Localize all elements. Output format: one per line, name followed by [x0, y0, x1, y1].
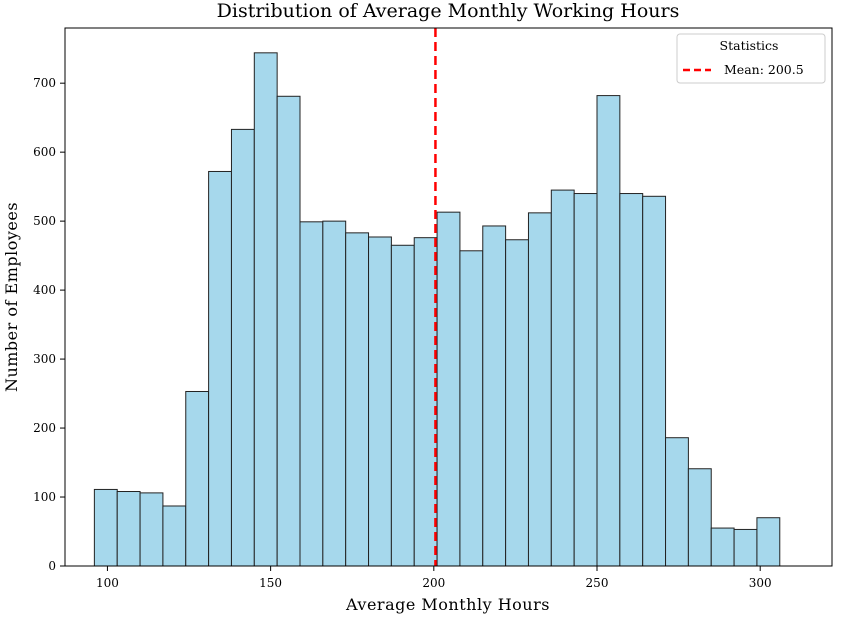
- y-tick-label: 300: [33, 352, 56, 366]
- histogram-bar: [413, 237, 438, 567]
- histogram-bar: [276, 95, 301, 567]
- y-tick-label: 200: [33, 421, 56, 435]
- histogram-bar: [436, 211, 461, 567]
- x-axis-ticks: 100 150 200 250 300: [96, 566, 772, 590]
- histogram-bar: [482, 225, 507, 567]
- y-tick-label: 0: [48, 559, 56, 573]
- histogram-bar: [390, 244, 415, 567]
- histogram-bar: [756, 517, 781, 567]
- histogram-bar: [573, 193, 598, 567]
- histogram-bar: [345, 232, 370, 567]
- histogram-bar: [550, 189, 575, 567]
- histogram-bar: [368, 236, 392, 567]
- y-tick-label: 100: [33, 490, 56, 504]
- x-axis-label: Average Monthly Hours: [345, 595, 550, 614]
- x-tick-label: 200: [422, 576, 445, 590]
- x-tick-label: 250: [586, 576, 609, 590]
- x-tick-label: 150: [259, 576, 282, 590]
- x-tick-label: 300: [749, 576, 772, 590]
- plot-frame: [64, 27, 833, 567]
- histogram-bar: [527, 212, 552, 567]
- histogram-bar: [619, 193, 644, 567]
- histogram-bar: [505, 239, 529, 567]
- histogram-bar: [208, 170, 232, 567]
- x-tick-label: 100: [96, 576, 119, 590]
- histogram-bar: [665, 437, 689, 567]
- histogram-bar: [642, 195, 667, 567]
- histogram-bars: [93, 52, 781, 567]
- y-axis-label: Number of Employees: [2, 202, 21, 392]
- y-tick-label: 600: [33, 145, 56, 159]
- legend-box: [676, 33, 826, 84]
- histogram-bar: [733, 528, 758, 567]
- histogram-bar: [185, 390, 210, 567]
- histogram-bar: [116, 491, 141, 567]
- histogram-bar: [93, 488, 118, 567]
- legend: Statistics Mean: 200.5: [676, 33, 826, 84]
- histogram-bar: [322, 220, 347, 567]
- histogram-bar: [253, 52, 278, 567]
- y-tick-label: 700: [33, 76, 56, 90]
- histogram-bar: [596, 95, 621, 567]
- histogram-bar: [162, 505, 187, 567]
- y-axis-ticks: 0 100 200 300 400 500 600 700: [33, 76, 65, 573]
- chart-title: Distribution of Average Monthly Working …: [217, 0, 680, 22]
- histogram-bar: [230, 128, 255, 567]
- histogram-bar: [299, 221, 324, 567]
- legend-title: Statistics: [720, 38, 779, 53]
- histogram-bar: [459, 250, 484, 567]
- histogram-bar: [710, 527, 735, 567]
- y-tick-label: 500: [33, 214, 56, 228]
- legend-mean-label: Mean: 200.5: [724, 62, 804, 77]
- histogram-bar: [139, 492, 164, 567]
- histogram-bar: [687, 468, 712, 567]
- y-tick-label: 400: [33, 283, 56, 297]
